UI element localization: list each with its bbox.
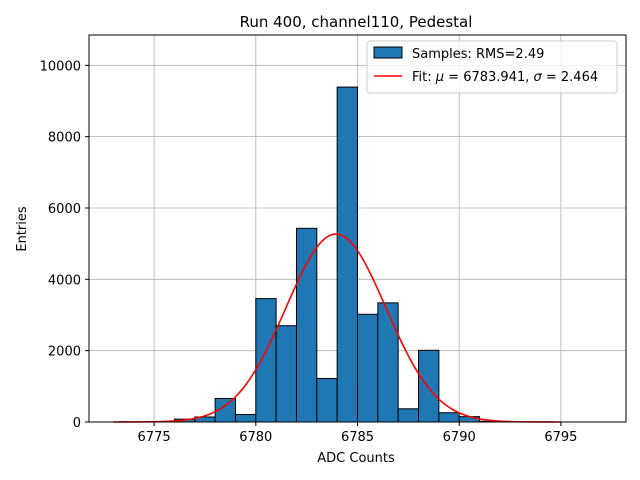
histogram-bars <box>173 86 501 423</box>
legend-fit-sigma-value: = 2.464 <box>542 70 598 85</box>
histogram-bar <box>397 408 420 423</box>
legend-histogram-label: Samples: RMS=2.49 <box>412 47 544 62</box>
histogram-bar <box>275 325 297 423</box>
x-tick-label: 6775 <box>138 430 171 445</box>
x-tick-label: 6785 <box>341 430 374 445</box>
histogram-bar <box>438 412 460 423</box>
histogram-bar <box>234 414 257 423</box>
legend-histogram-swatch <box>373 46 403 59</box>
y-tick-label: 4000 <box>48 273 81 288</box>
x-tick-label: 6795 <box>544 430 577 445</box>
y-tick-label: 6000 <box>48 202 81 217</box>
chart-title: Run 400, channel110, Pedestal <box>240 13 473 31</box>
histogram-bar <box>295 227 318 423</box>
histogram-bar <box>357 313 379 423</box>
fit-curve <box>113 233 561 423</box>
legend-fit-label: Fit: μ = 6783.941, σ = 2.464 <box>412 70 598 85</box>
legend: Samples: RMS=2.49 Fit: μ = 6783.941, σ =… <box>366 40 618 94</box>
x-tick-label: 6780 <box>239 430 272 445</box>
y-tick-label: 0 <box>73 416 81 431</box>
x-axis-ticks: 6775 6780 6785 6790 6795 <box>138 422 577 445</box>
legend-fit-prefix: Fit: <box>412 70 436 85</box>
y-tick-label: 2000 <box>48 345 81 360</box>
y-axis-ticks: 0 2000 4000 6000 8000 10000 <box>40 59 89 431</box>
histogram-bar <box>377 302 399 423</box>
legend-fit-sigma-symbol: σ <box>534 70 543 85</box>
histogram-bar <box>418 349 440 423</box>
y-axis-label: Entries <box>15 206 30 252</box>
legend-fit-mu-value: = 6783.941, <box>444 70 533 85</box>
x-tick-label: 6790 <box>443 430 476 445</box>
y-tick-label: 8000 <box>48 131 81 146</box>
histogram-bar <box>255 298 277 423</box>
x-axis-label: ADC Counts <box>317 451 395 466</box>
legend-fit-mu-symbol: μ <box>435 70 444 85</box>
histogram-bar <box>336 86 358 423</box>
histogram-bar <box>316 377 338 423</box>
y-tick-label: 10000 <box>40 59 81 74</box>
histogram-bar <box>458 416 481 423</box>
legend-box <box>366 40 618 94</box>
plot-area: 6775 6780 6785 6790 6795 0 2000 4000 6000 8000 10… <box>40 34 627 445</box>
